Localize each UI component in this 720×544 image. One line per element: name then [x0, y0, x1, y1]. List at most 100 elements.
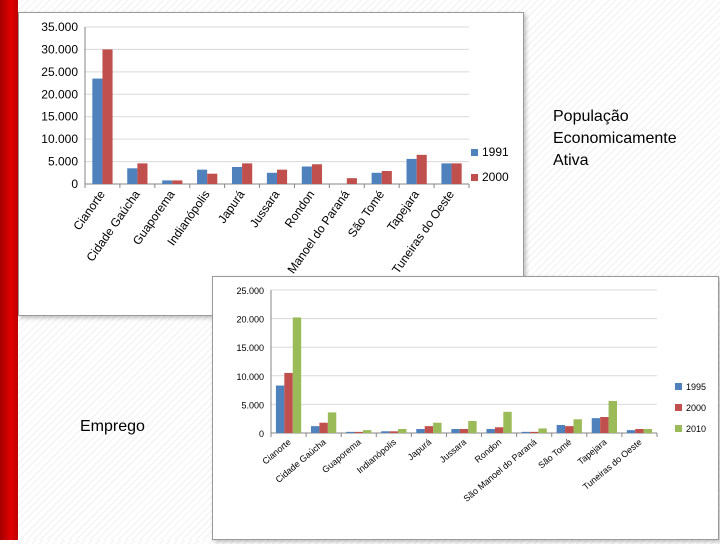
emp-bar-sao-tome-2000: [565, 426, 574, 433]
pea-category-label: Cianorte: [70, 187, 108, 232]
pea-bar-japura-1991: [231, 166, 243, 184]
pea-ytick-label: 35.000: [41, 20, 78, 34]
emp-bar-tapejara-2000: [600, 416, 609, 433]
pea-bar-sao-tome-2000: [381, 170, 392, 184]
emprego-label: Emprego: [80, 418, 145, 435]
emp-bar-sao-manoel-do-parana-1995: [521, 431, 530, 433]
red-side-bar: [0, 0, 18, 540]
emp-bar-cidade-gaucha-1995: [311, 426, 320, 433]
pea-bar-japura-2000: [242, 163, 253, 184]
pea-ytick-label: 5.000: [48, 155, 78, 169]
emp-bar-japura-2000: [424, 426, 434, 433]
emprego-chart-svg: 05.00010.00015.00020.00025.000CianorteCi…: [236, 286, 706, 504]
pea-category-label: Japurá: [215, 187, 248, 225]
emp-legend-swatch-1995: [675, 383, 682, 390]
pea-bar-indianopolis-1991: [197, 169, 208, 184]
pea-legend-label-2000: 2000: [482, 170, 509, 184]
emp-ytick-label: 25.000: [236, 286, 264, 296]
pea-ytick-label: 0: [71, 177, 78, 191]
pea-bar-indianopolis-2000: [207, 173, 218, 184]
pea-bar-tapejara-2000: [416, 154, 427, 184]
pea-ytick-label: 20.000: [41, 87, 78, 101]
pea-bar-tuneiras-do-oeste-2000: [451, 163, 462, 184]
pea-ytick-label: 30.000: [41, 42, 78, 56]
emp-legend-swatch-2000: [675, 404, 682, 411]
emp-bar-jussara-2010: [468, 420, 477, 433]
emp-category-label: Jussara: [438, 437, 469, 465]
pea-ytick-label: 25.000: [41, 65, 78, 79]
emp-bar-cidade-gaucha-2000: [319, 422, 328, 433]
pea-bar-guaporema-2000: [172, 180, 183, 184]
emp-bar-tuneiras-do-oeste-2000: [635, 428, 644, 433]
emp-bar-tuneiras-do-oeste-2010: [643, 428, 653, 433]
emp-category-label: Tapejara: [576, 437, 609, 467]
emp-bar-rondon-1995: [486, 428, 495, 433]
emp-bar-jussara-2000: [459, 428, 469, 433]
emp-category-label: Tuneiras do Oeste: [581, 437, 644, 492]
emp-legend-label-2000: 2000: [686, 403, 706, 413]
emp-bar-rondon-2010: [503, 411, 512, 433]
pea-bar-manoel-do-parana-2000: [346, 178, 357, 184]
pea-bar-sao-tome-1991: [371, 172, 382, 184]
pea-bar-tapejara-1991: [406, 158, 417, 184]
emp-bar-tapejara-1995: [591, 418, 601, 433]
pea-bar-rondon-1991: [301, 166, 312, 184]
pea-category-label: Tuneiras do Oeste: [389, 187, 457, 276]
emp-category-label: Japurá: [406, 437, 434, 462]
emp-ytick-label: 0: [259, 429, 264, 439]
pea-bar-jussara-1991: [266, 172, 277, 184]
emp-bar-cianorte-2010: [292, 317, 302, 433]
emp-category-label: Rondon: [473, 437, 504, 465]
emp-bar-cidade-gaucha-2010: [327, 412, 337, 433]
emp-bar-tuneiras-do-oeste-1995: [626, 430, 636, 433]
emp-ytick-label: 15.000: [236, 343, 264, 353]
pea-bar-cidade-gaucha-2000: [137, 163, 148, 184]
emp-bar-sao-tome-1995: [556, 424, 566, 433]
emp-bar-rondon-2000: [494, 427, 504, 433]
emp-legend-label-2010: 2010: [686, 424, 706, 434]
emp-bar-indianopolis-2000: [389, 431, 399, 433]
emp-bar-jussara-1995: [451, 428, 460, 433]
emp-ytick-label: 10.000: [236, 372, 264, 382]
pea-category-label: Jussara: [247, 187, 283, 230]
pea-bar-jussara-2000: [277, 169, 288, 184]
emp-bar-japura-2010: [433, 422, 442, 433]
emp-bar-sao-manoel-do-parana-2000: [529, 431, 539, 433]
pea-ytick-label: 15.000: [41, 110, 78, 124]
pea-chart: 0 5.000 10.000 15.000 20.000 25.000 30.000 35.0…: [18, 12, 524, 316]
emp-bar-guaporema-1995: [346, 431, 355, 433]
pea-bar-guaporema-1991: [162, 180, 173, 184]
pea-legend-swatch-1991: [471, 149, 478, 156]
pea-bar-cianorte-1991: [92, 78, 103, 184]
pea-ytick-label: 10.000: [41, 132, 78, 146]
emp-bar-japura-1995: [416, 428, 425, 433]
emp-bar-cianorte-1995: [275, 385, 285, 433]
emp-bar-sao-tome-2010: [573, 419, 582, 433]
pea-category-label: Tapejara: [384, 187, 422, 233]
pea-bar-cianorte-2000: [102, 49, 113, 184]
emp-category-label: São Tomé: [536, 437, 573, 471]
emp-bar-sao-manoel-do-parana-2010: [538, 428, 547, 433]
pea-category-label: Rondon: [282, 188, 318, 230]
emp-legend-label-1995: 1995: [686, 382, 706, 392]
emp-bar-guaporema-2010: [362, 430, 372, 433]
emp-ytick-label: 5.000: [241, 400, 264, 410]
emp-ytick-label: 20.000: [236, 315, 264, 325]
pea-label: População Economicamente Ativa: [553, 108, 677, 169]
pea-chart-svg: 0 5.000 10.000 15.000 20.000 25.000 30.000 35.0…: [41, 20, 509, 276]
emp-bar-guaporema-2000: [354, 431, 363, 433]
pea-legend-swatch-2000: [471, 174, 478, 181]
emprego-chart: 0 5.000 10.000 15.000 20.000 25.000 Cianorte Ci…: [212, 276, 719, 540]
pea-legend-label-1991: 1991: [482, 145, 509, 159]
pea-bar-rondon-2000: [311, 164, 323, 184]
pea-bar-cidade-gaucha-1991: [127, 168, 138, 184]
emp-bar-cianorte-2000: [284, 372, 293, 433]
emp-bar-tapejara-2010: [608, 400, 617, 433]
emp-bar-indianopolis-2010: [398, 428, 407, 433]
emp-bar-indianopolis-1995: [381, 431, 390, 433]
pea-category-label: Manoel do Paraná: [285, 187, 353, 276]
emp-category-label: Cianorte: [260, 437, 292, 467]
pea-bar-tuneiras-do-oeste-1991: [441, 163, 452, 184]
emp-category-label: Indianópolis: [355, 437, 399, 476]
emp-legend-swatch-2010: [675, 425, 682, 432]
